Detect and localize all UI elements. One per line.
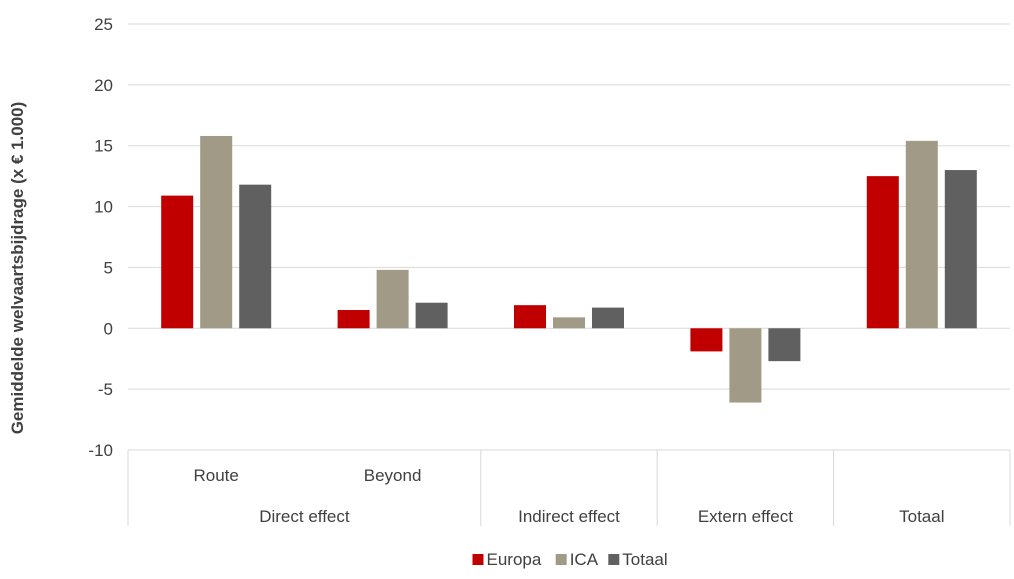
x-group-label: Extern effect: [698, 507, 793, 526]
legend-swatch-europa: [472, 554, 484, 565]
x-group-label: Direct effect: [259, 507, 350, 526]
bars: [161, 135, 977, 403]
bar-ica-2: [553, 317, 585, 329]
bar-totaal-4: [944, 170, 977, 329]
bar-totaal-0: [239, 184, 272, 329]
y-tick-label: -10: [88, 441, 113, 460]
x-group-label: Totaal: [899, 507, 944, 526]
bar-europa-3: [690, 328, 723, 352]
x-subcategory-label: Route: [194, 466, 239, 485]
bar-ica-3: [729, 328, 762, 403]
bar-europa-1: [337, 310, 370, 329]
legend-label-europa: Europa: [487, 550, 542, 569]
bar-europa-2: [514, 305, 546, 329]
y-tick-label: 20: [94, 76, 113, 95]
y-tick-label: -5: [98, 380, 113, 399]
x-subcategory-label: Beyond: [364, 466, 422, 485]
legend: Europa ICA Totaal: [472, 550, 668, 569]
bar-ica-0: [200, 135, 233, 329]
y-tick-label: 25: [94, 15, 113, 34]
legend-label-ica: ICA: [570, 550, 599, 569]
y-tick-label: 5: [104, 258, 113, 277]
bar-ica-4: [905, 140, 938, 329]
y-tick-label: 10: [94, 198, 113, 217]
bar-totaal-1: [415, 302, 448, 329]
y-axis-title: Gemiddelde welvaartsbijdrage (x € 1.000): [8, 102, 27, 435]
y-tick-label: 15: [94, 137, 113, 156]
legend-swatch-totaal: [608, 554, 620, 565]
y-tick-label: 0: [104, 319, 113, 338]
legend-label-totaal: Totaal: [622, 550, 667, 569]
gridlines: [128, 23, 1010, 390]
bar-totaal-3: [768, 328, 801, 362]
bar-europa-4: [866, 176, 899, 329]
axes: -10 -5 0 5 10 15 20 25 Route Beyond Direct effect I…: [88, 15, 1011, 526]
bar-totaal-2: [592, 307, 624, 329]
bar-europa-0: [161, 195, 194, 329]
bar-ica-1: [376, 269, 409, 329]
legend-swatch-ica: [555, 554, 567, 565]
x-group-label: Indirect effect: [518, 507, 620, 526]
